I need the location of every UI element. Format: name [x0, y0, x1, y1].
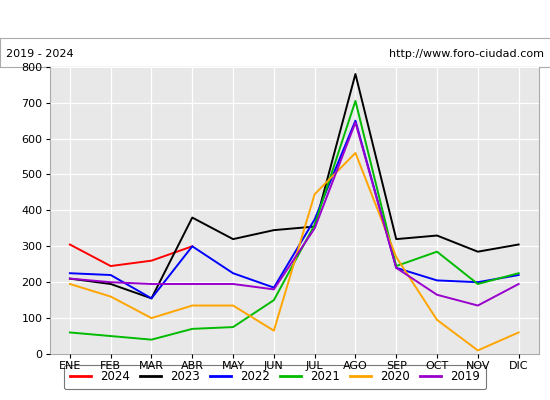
Text: 2019 - 2024: 2019 - 2024 — [6, 49, 73, 59]
Text: http://www.foro-ciudad.com: http://www.foro-ciudad.com — [389, 49, 544, 59]
Legend: 2024, 2023, 2022, 2021, 2020, 2019: 2024, 2023, 2022, 2021, 2020, 2019 — [64, 364, 486, 390]
Text: Evolucion Nº Turistas Nacionales en el municipio de Bimenes: Evolucion Nº Turistas Nacionales en el m… — [72, 12, 478, 26]
